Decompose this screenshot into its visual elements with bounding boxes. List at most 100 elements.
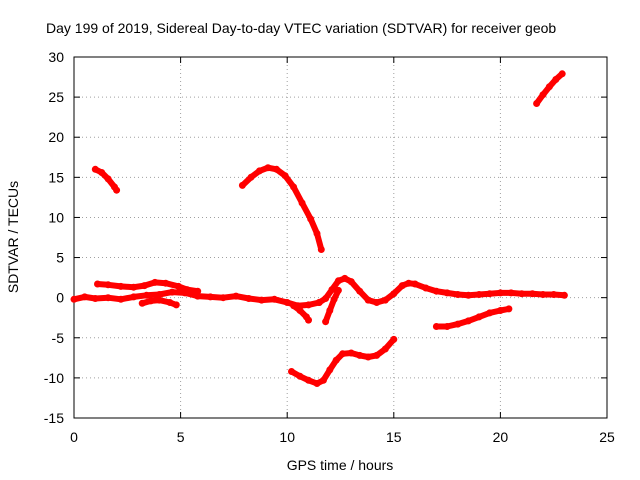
data-point — [117, 295, 125, 303]
x-axis-label: GPS time / hours — [287, 457, 394, 473]
series-trace — [322, 287, 342, 325]
series-arc-3 — [533, 70, 566, 107]
data-point — [486, 309, 494, 317]
data-point — [545, 83, 553, 91]
data-point — [281, 172, 289, 180]
y-axis-label: SDTVAR / TECUs — [5, 181, 21, 293]
data-point — [130, 293, 138, 301]
data-point — [326, 307, 334, 314]
y-tick-label: 0 — [56, 290, 64, 306]
data-point — [528, 290, 536, 298]
data-point — [270, 295, 278, 303]
data-point — [341, 274, 349, 282]
data-point — [104, 281, 112, 289]
data-point — [334, 286, 342, 294]
data-point — [332, 356, 340, 364]
data-point — [319, 376, 327, 384]
data-point — [283, 299, 291, 306]
series-trace — [316, 275, 568, 306]
series-arc-5 — [70, 288, 323, 310]
data-point — [381, 345, 389, 353]
data-point — [317, 246, 325, 253]
data-point — [258, 296, 266, 304]
data-point — [518, 290, 526, 298]
data-point — [313, 380, 321, 387]
data-point — [356, 351, 364, 359]
data-point — [339, 350, 347, 358]
data-point — [305, 376, 312, 384]
data-point — [140, 282, 148, 290]
series-arc-9 — [322, 286, 342, 326]
data-point — [91, 295, 99, 302]
data-point — [322, 295, 330, 302]
data-point — [313, 230, 321, 237]
data-point — [326, 366, 334, 374]
data-point — [322, 318, 330, 326]
y-tick-label: 20 — [48, 129, 64, 145]
series-arc-6 — [138, 296, 180, 309]
data-point — [104, 175, 112, 183]
y-tick-label: 5 — [56, 250, 64, 266]
data-point — [373, 351, 381, 359]
data-point — [290, 183, 298, 191]
y-tick-label: 15 — [48, 169, 64, 185]
data-point — [356, 287, 364, 295]
data-point — [172, 301, 180, 309]
axis-ticks: 0 5 10 15 20 25 -15 -10 -5 0 5 10 15 20 25 30 — [44, 49, 615, 445]
data-point — [147, 297, 155, 305]
data-point — [307, 215, 315, 223]
data-series — [70, 70, 568, 387]
data-point — [347, 349, 355, 357]
series-arc-2 — [238, 164, 325, 253]
data-point — [290, 302, 298, 310]
data-point — [390, 290, 398, 298]
data-point — [296, 372, 304, 380]
data-point — [364, 353, 372, 361]
data-point — [143, 291, 150, 299]
data-point — [315, 299, 323, 306]
data-point — [560, 291, 568, 299]
data-point — [558, 70, 566, 78]
data-point — [347, 278, 355, 286]
data-point — [422, 284, 430, 292]
data-point — [432, 287, 440, 295]
data-point — [151, 278, 159, 286]
data-point — [117, 282, 125, 290]
data-point — [464, 291, 472, 299]
data-point — [432, 323, 440, 330]
data-point — [486, 290, 494, 298]
data-point — [328, 286, 336, 294]
data-point — [70, 295, 78, 303]
y-tick-label: 10 — [48, 209, 64, 225]
data-point — [533, 100, 541, 107]
data-point — [247, 173, 255, 181]
y-tick-label: -15 — [44, 410, 64, 426]
data-point — [155, 296, 163, 304]
data-point — [273, 165, 280, 173]
data-point — [373, 299, 381, 306]
data-point — [454, 291, 462, 298]
x-tick-label: 0 — [70, 429, 78, 445]
data-point — [166, 299, 174, 306]
data-point — [256, 167, 263, 175]
data-point — [305, 301, 312, 309]
data-point — [219, 294, 227, 302]
data-point — [98, 169, 106, 176]
series-arc-7 — [290, 302, 312, 324]
plot-frame — [73, 56, 608, 419]
x-tick-label: 15 — [386, 429, 402, 445]
data-point — [91, 165, 99, 173]
data-point — [550, 291, 558, 298]
chart-title: Day 199 of 2019, Sidereal Day-to-day VTE… — [46, 20, 556, 36]
x-tick-label: 10 — [279, 429, 295, 445]
data-point — [138, 299, 146, 307]
data-point — [298, 199, 306, 207]
data-point — [539, 91, 547, 99]
series-arc-1 — [91, 165, 121, 194]
series-arc-11 — [432, 305, 513, 330]
y-tick-label: 30 — [48, 49, 64, 65]
data-point — [130, 283, 138, 291]
data-point — [411, 280, 419, 288]
data-point — [113, 186, 121, 194]
